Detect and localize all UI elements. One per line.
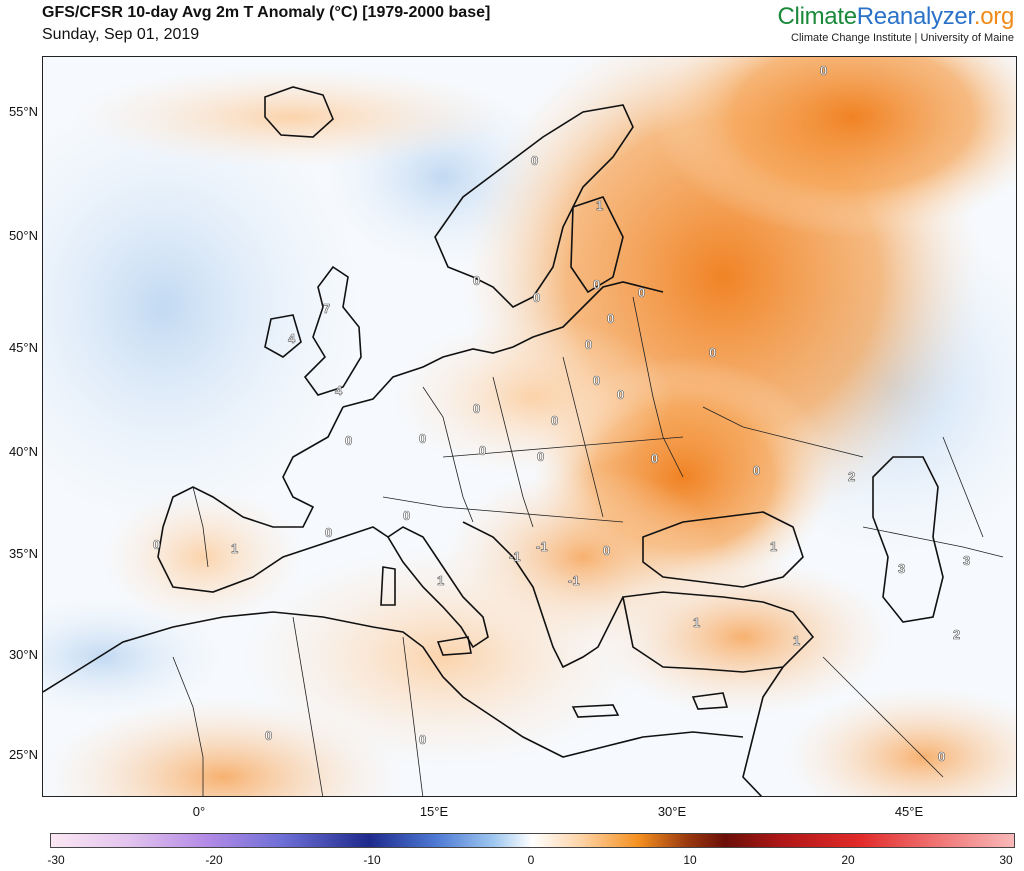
contour-label: -1 xyxy=(568,573,580,588)
lat-label-25: 25°N xyxy=(8,747,38,762)
lat-label-35: 35°N xyxy=(8,546,38,561)
map-date: Sunday, Sep 01, 2019 xyxy=(42,26,200,43)
lat-label-30: 30°N xyxy=(8,647,38,662)
colorbar-tick: 20 xyxy=(841,853,855,867)
brand-subtitle: Climate Change Institute | University of… xyxy=(791,32,1014,44)
lon-label-0: 0° xyxy=(192,804,206,819)
contour-label: 2 xyxy=(953,627,960,642)
contour-label: 4 xyxy=(288,331,296,346)
contour-label: 0 xyxy=(607,311,614,326)
contour-label: 7 xyxy=(323,301,330,316)
cool-anomaly-morocco xyxy=(43,597,223,717)
contour-label: 1 xyxy=(596,198,603,213)
contour-label: 0 xyxy=(938,749,945,764)
contour-label: 1 xyxy=(793,633,800,648)
brand-logo[interactable]: ClimateReanalyzer.org xyxy=(778,3,1015,31)
contour-label: 3 xyxy=(898,561,905,576)
warm-anomaly-iberia xyxy=(103,487,303,627)
brand-part-1: Climate xyxy=(777,3,858,30)
contour-labels: 0 0 1 0 0 0 0 0 7 4 4 0 0 0 0 0 0 0 0 0 … xyxy=(153,63,971,765)
contour-label: 0 xyxy=(820,63,827,78)
lat-label-55: 55°N xyxy=(8,104,38,119)
contour-label: 0 xyxy=(593,373,600,388)
contour-label: 0 xyxy=(345,433,352,448)
contour-label: 0 xyxy=(638,285,645,300)
contour-label: 0 xyxy=(419,431,426,446)
contour-label: 0 xyxy=(473,273,480,288)
contour-label: 2 xyxy=(848,469,855,484)
contour-label: 1 xyxy=(437,573,444,588)
colorbar-tick: 0 xyxy=(527,853,535,867)
colorbar-tick: 10 xyxy=(683,853,697,867)
contour-label: 0 xyxy=(473,401,480,416)
colorbar-tick: 30 xyxy=(999,853,1013,867)
country-borders xyxy=(172,296,1004,796)
lat-label-50: 50°N xyxy=(8,228,38,243)
contour-label: -1 xyxy=(536,539,548,554)
contour-label: 1 xyxy=(693,615,700,630)
lon-label-15e: 15°E xyxy=(419,804,449,819)
brand-part-3: .org xyxy=(973,3,1014,30)
contour-label: 0 xyxy=(531,153,538,168)
anomaly-map[interactable]: 0 0 1 0 0 0 0 0 7 4 4 0 0 0 0 0 0 0 0 0 … xyxy=(42,56,1017,797)
contour-label: 0 xyxy=(403,508,410,523)
contour-label: 0 xyxy=(593,277,600,292)
contour-label: 1 xyxy=(770,539,777,554)
cool-anomaly-atlantic xyxy=(43,87,363,527)
warm-anomaly-north-russia xyxy=(653,57,1016,237)
contour-label: 0 xyxy=(265,728,272,743)
contour-label: 0 xyxy=(585,337,592,352)
contour-label: 0 xyxy=(603,543,610,558)
map-svg: 0 0 1 0 0 0 0 0 7 4 4 0 0 0 0 0 0 0 0 0 … xyxy=(43,57,1016,796)
lat-label-45: 45°N xyxy=(8,340,38,355)
contour-label: 4 xyxy=(335,383,343,398)
contour-label: -1 xyxy=(509,549,521,564)
contour-label: 0 xyxy=(537,449,544,464)
contour-label: 0 xyxy=(709,345,716,360)
contour-label: 0 xyxy=(325,525,332,540)
brand-part-2: Reanalyzer xyxy=(856,3,974,30)
contour-label: 0 xyxy=(617,387,624,402)
map-title: GFS/CFSR 10-day Avg 2m T Anomaly (°C) [1… xyxy=(42,4,491,21)
warm-anomaly-turkey xyxy=(593,557,893,717)
contour-label: 1 xyxy=(231,541,238,556)
contour-label: 3 xyxy=(963,553,970,568)
lon-label-45e: 45°E xyxy=(894,804,924,819)
colorbar-tick: -20 xyxy=(205,853,223,867)
contour-label: 0 xyxy=(153,537,160,552)
color-scale-bar xyxy=(50,833,1015,848)
lat-label-40: 40°N xyxy=(8,444,38,459)
contour-label: 0 xyxy=(479,443,486,458)
contour-label: 0 xyxy=(533,290,540,305)
warm-anomaly-arabia xyxy=(783,687,1016,796)
contour-label: 0 xyxy=(419,732,426,747)
colorbar-tick: -10 xyxy=(363,853,381,867)
contour-label: 0 xyxy=(651,451,658,466)
warm-anomaly-central-europe xyxy=(393,317,673,477)
warm-anomaly-north-atlantic xyxy=(73,67,513,167)
coastlines xyxy=(43,86,944,796)
colorbar-tick: -30 xyxy=(47,853,65,867)
contour-label: 0 xyxy=(551,413,558,428)
warm-anomaly-mediterranean xyxy=(243,547,643,767)
contour-label: 0 xyxy=(753,463,760,478)
lon-label-30e: 30°E xyxy=(657,804,687,819)
